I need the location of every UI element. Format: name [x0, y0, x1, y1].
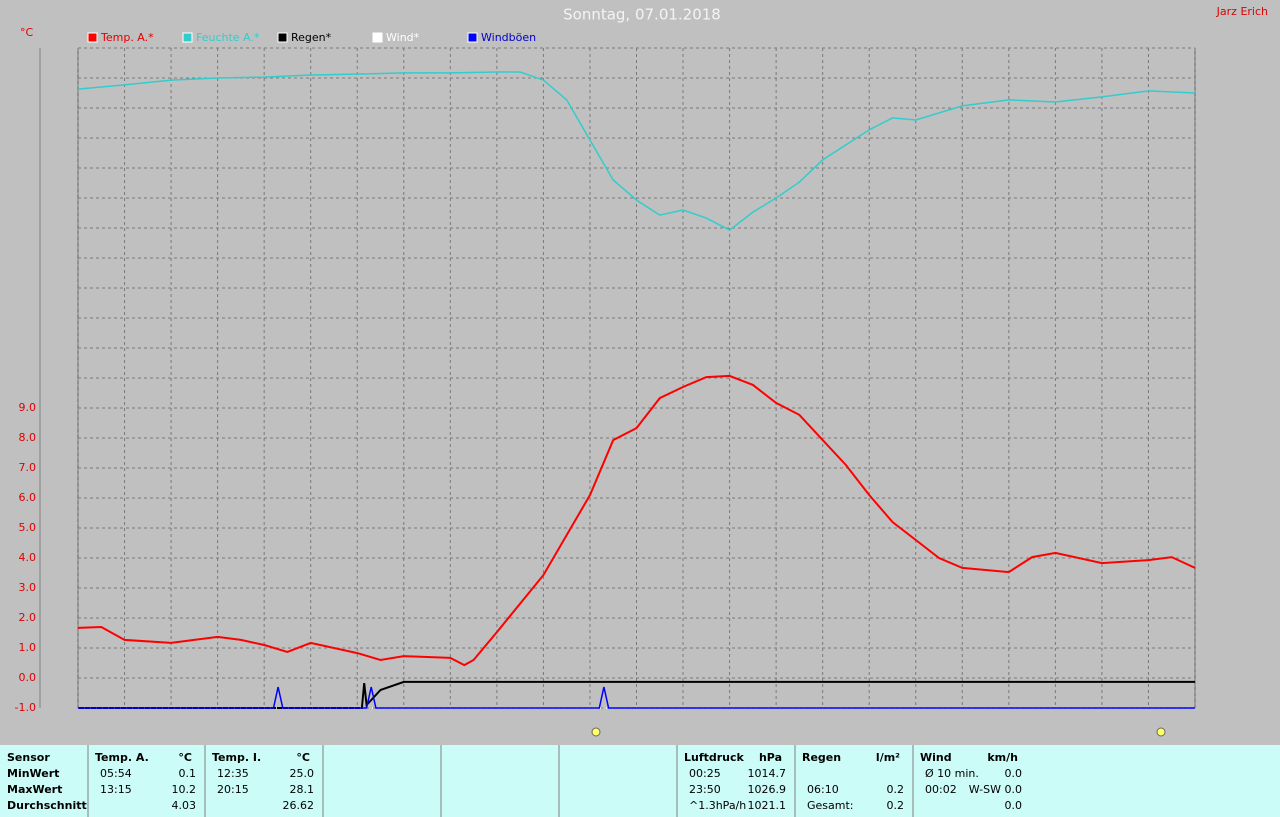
- table-cell: MinWert: [7, 767, 59, 780]
- y-tick-label: 0.0: [19, 671, 37, 684]
- table-cell: 28.1: [290, 783, 315, 796]
- y-tick-label: -1.0: [15, 701, 36, 714]
- table-cell: 0.2: [887, 783, 905, 796]
- table-cell: 0.0: [1005, 767, 1023, 780]
- legend-label: Wind*: [386, 31, 420, 44]
- table-cell: 00:02: [925, 783, 957, 796]
- table-header: °C: [296, 751, 310, 764]
- y-tick-label: 1.0: [19, 641, 37, 654]
- table-header: Temp. I.: [212, 751, 261, 764]
- table-header: Sensor: [7, 751, 50, 764]
- table-cell: 1014.7: [748, 767, 787, 780]
- table-cell: 0.1: [179, 767, 197, 780]
- y-unit: °C: [20, 26, 34, 39]
- table-header: Luftdruck: [684, 751, 745, 764]
- series-line: [77, 71, 1196, 231]
- table-header: km/h: [987, 751, 1018, 764]
- table-cell: 26.62: [283, 799, 315, 812]
- y-tick-label: 7.0: [19, 461, 37, 474]
- table-header: Temp. A.: [95, 751, 149, 764]
- table-cell: 0.0: [1005, 799, 1023, 812]
- chart-title: Sonntag, 07.01.2018: [563, 6, 721, 24]
- table-header: l/m²: [876, 751, 900, 764]
- owner: Jarz Erich: [1216, 5, 1268, 18]
- table-cell: MaxWert: [7, 783, 62, 796]
- y-tick-label: 9.0: [19, 401, 37, 414]
- legend-label: Temp. A.*: [100, 31, 154, 44]
- y-tick-label: 2.0: [19, 611, 37, 624]
- legend-swatch: [277, 32, 288, 43]
- table-cell: 00:25: [689, 767, 721, 780]
- legend-label: Windböen: [481, 31, 536, 44]
- legend-label: Feuchte A.*: [196, 31, 260, 44]
- table-header: hPa: [759, 751, 782, 764]
- table-cell: 13:15: [100, 783, 132, 796]
- table-cell: Ø 10 min.: [925, 767, 979, 780]
- y-tick-label: 5.0: [19, 521, 37, 534]
- sun-icon: [591, 727, 601, 737]
- table-cell: 1026.9: [748, 783, 787, 796]
- table-header: Regen: [802, 751, 841, 764]
- legend-swatch: [372, 32, 383, 43]
- table-cell: Durchschnitt: [7, 799, 87, 812]
- y-tick-label: 4.0: [19, 551, 37, 564]
- legend-swatch: [467, 32, 478, 43]
- table-header: °C: [178, 751, 192, 764]
- table-header: Wind: [920, 751, 952, 764]
- legend-label: Regen*: [291, 31, 332, 44]
- legend-swatch: [87, 32, 98, 43]
- series-line: [78, 686, 1195, 709]
- table-cell: Gesamt:: [807, 799, 854, 812]
- table-cell: 20:15: [217, 783, 249, 796]
- stats-panel: [0, 745, 1280, 817]
- table-cell: 12:35: [217, 767, 249, 780]
- y-tick-label: 3.0: [19, 581, 37, 594]
- table-cell: ^1.3hPa/h: [689, 799, 746, 812]
- table-cell: 05:54: [100, 767, 132, 780]
- table-cell: 23:50: [689, 783, 721, 796]
- table-cell: 06:10: [807, 783, 839, 796]
- series-line: [77, 374, 1196, 667]
- stats-table: Sensor MinWert MaxWert Durchschnitt Temp. A.…: [7, 745, 1022, 817]
- table-cell: 10.2: [172, 783, 197, 796]
- legend-swatch: [182, 32, 193, 43]
- moon-icon: [1156, 727, 1166, 737]
- table-cell: W-SW 0.0: [969, 783, 1022, 796]
- y-tick-label: 8.0: [19, 431, 37, 444]
- table-cell: 25.0: [290, 767, 315, 780]
- table-cell: 1021.1: [748, 799, 787, 812]
- table-cell: 4.03: [172, 799, 197, 812]
- table-cell: 0.2: [887, 799, 905, 812]
- y-tick-label: 6.0: [19, 491, 37, 504]
